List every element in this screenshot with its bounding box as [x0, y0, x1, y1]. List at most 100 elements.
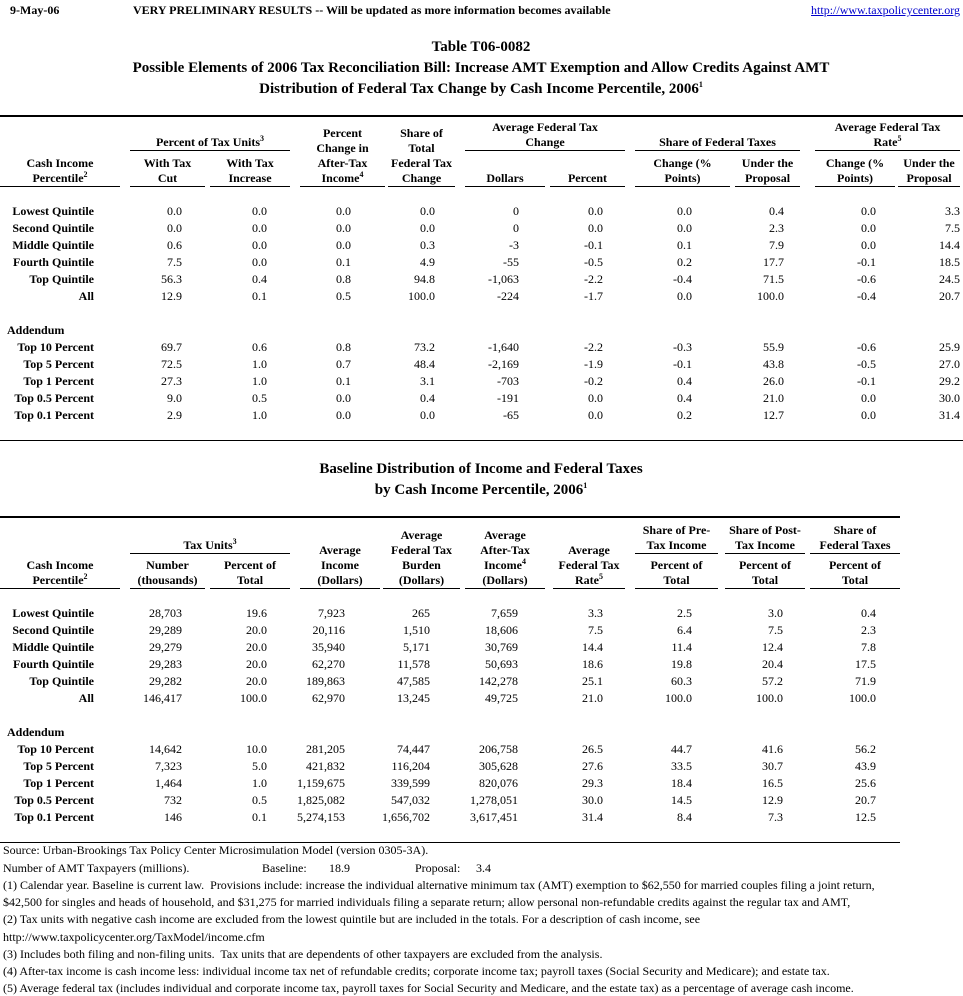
header-text: Share of Pre- — [642, 523, 711, 537]
cell: -703 — [497, 374, 519, 388]
footnote: $42,500 for singles and heads of househo… — [3, 895, 851, 910]
cell: 25.6 — [855, 776, 876, 790]
cell: 17.5 — [855, 657, 876, 671]
cell: 0.0 — [588, 204, 603, 218]
footnote-ref: 5 — [897, 134, 902, 143]
rule — [735, 186, 800, 187]
row-label: Top 0.1 Percent — [14, 810, 94, 824]
cell: 12.9 — [161, 289, 182, 303]
header-text-text: Income — [484, 558, 522, 572]
footnote: http://www.taxpolicycenter.org/TaxModel/… — [3, 929, 265, 944]
cell: 0.0 — [677, 221, 692, 235]
cell: 14,642 — [149, 742, 182, 756]
cell: 20,116 — [312, 623, 345, 637]
cell: -0.6 — [857, 340, 876, 354]
rule — [130, 588, 205, 589]
cell: 305,628 — [479, 759, 518, 773]
rule — [898, 186, 960, 187]
header-text-text: Percent of Tax Units — [155, 135, 261, 149]
cell: 0.1 — [336, 255, 351, 269]
cell: 100.0 — [665, 691, 692, 705]
cell: 820,076 — [479, 776, 518, 790]
cell: 44.7 — [671, 742, 692, 756]
cell: 8.4 — [677, 810, 692, 824]
cell: 0.0 — [420, 408, 435, 422]
cell: 33.5 — [671, 759, 692, 773]
row-label: Middle Quintile — [12, 640, 94, 654]
url-link[interactable]: http://www.taxpolicycenter.org — [811, 3, 960, 17]
cell: 18.5 — [939, 255, 960, 269]
footnote-ref: 3 — [232, 537, 237, 546]
cell: 14.5 — [671, 793, 692, 807]
header-text: With Tax — [226, 156, 274, 170]
cell: 1,278,051 — [470, 793, 518, 807]
cell: 18.6 — [582, 657, 603, 671]
cell: 62,270 — [312, 657, 345, 671]
cell: 43.8 — [763, 357, 784, 371]
cell: -0.1 — [584, 238, 603, 252]
rule — [550, 186, 625, 187]
header-text: Average Federal Tax — [834, 120, 941, 134]
row-label: Top Quintile — [29, 272, 94, 286]
cell: 100.0 — [408, 289, 435, 303]
cell: 281,205 — [306, 742, 345, 756]
footnote-ref: 1 — [698, 80, 703, 89]
cell: 0.5 — [252, 793, 267, 807]
cell: 7.9 — [769, 238, 784, 252]
header-text-text: Percentile — [32, 171, 84, 185]
cell: -224 — [497, 289, 519, 303]
cell: 29,289 — [149, 623, 182, 637]
row-label: Fourth Quintile — [12, 255, 94, 269]
rule — [300, 588, 380, 589]
cell: 5.0 — [252, 759, 267, 773]
cell: 69.7 — [161, 340, 182, 354]
row-label: All — [78, 691, 94, 705]
header-text: Average — [319, 543, 361, 557]
header-text: Percent — [322, 126, 363, 140]
header-text: After-Tax — [317, 156, 368, 170]
cell: 20.0 — [246, 674, 267, 688]
cell: 0.6 — [167, 238, 182, 252]
cell: -0.3 — [673, 340, 692, 354]
rule — [0, 440, 963, 441]
cell: -1,063 — [488, 272, 519, 286]
cell: 0.4 — [252, 272, 267, 286]
cell: 94.8 — [414, 272, 435, 286]
cell: -65 — [503, 408, 519, 422]
footnote-ref: 1 — [583, 481, 588, 490]
date: 9-May-06 — [10, 3, 60, 17]
cell: 14.4 — [582, 640, 603, 654]
header-text-text: Rate — [873, 135, 898, 149]
cell: 146,417 — [143, 691, 182, 705]
cell: -0.5 — [584, 255, 603, 269]
footnote-ref: 5 — [599, 572, 603, 581]
rule — [465, 588, 545, 589]
cell: 14.4 — [939, 238, 960, 252]
cell: 18.4 — [671, 776, 692, 790]
cell: 73.2 — [414, 340, 435, 354]
cell: 28,703 — [149, 606, 182, 620]
row-label: Top 0.5 Percent — [14, 391, 94, 405]
cell: 74,447 — [397, 742, 430, 756]
cell: 265 — [412, 606, 430, 620]
cell: 0.4 — [677, 391, 692, 405]
rule — [635, 553, 718, 554]
row-label: Lowest Quintile — [12, 606, 94, 620]
cell: -1,640 — [488, 340, 519, 354]
cell: 3,617,451 — [470, 810, 518, 824]
rule — [0, 588, 120, 589]
cell: 1,464 — [155, 776, 182, 790]
cell: 0.0 — [252, 221, 267, 235]
cell: 1,159,675 — [297, 776, 345, 790]
amt-proposal-label: Proposal: — [415, 861, 461, 875]
header-text: Tax Income — [735, 538, 795, 552]
footnote: (4) After-tax income is cash income less… — [3, 964, 830, 978]
cell: 7,923 — [318, 606, 345, 620]
amt-baseline: 18.9 — [329, 861, 350, 875]
header-text: Percent of — [828, 558, 882, 572]
table-title: Baseline Distribution of Income and Fede… — [319, 461, 643, 477]
rule — [210, 588, 290, 589]
cell: 26.5 — [582, 742, 603, 756]
rule — [130, 553, 290, 554]
cell: 47,585 — [397, 674, 430, 688]
